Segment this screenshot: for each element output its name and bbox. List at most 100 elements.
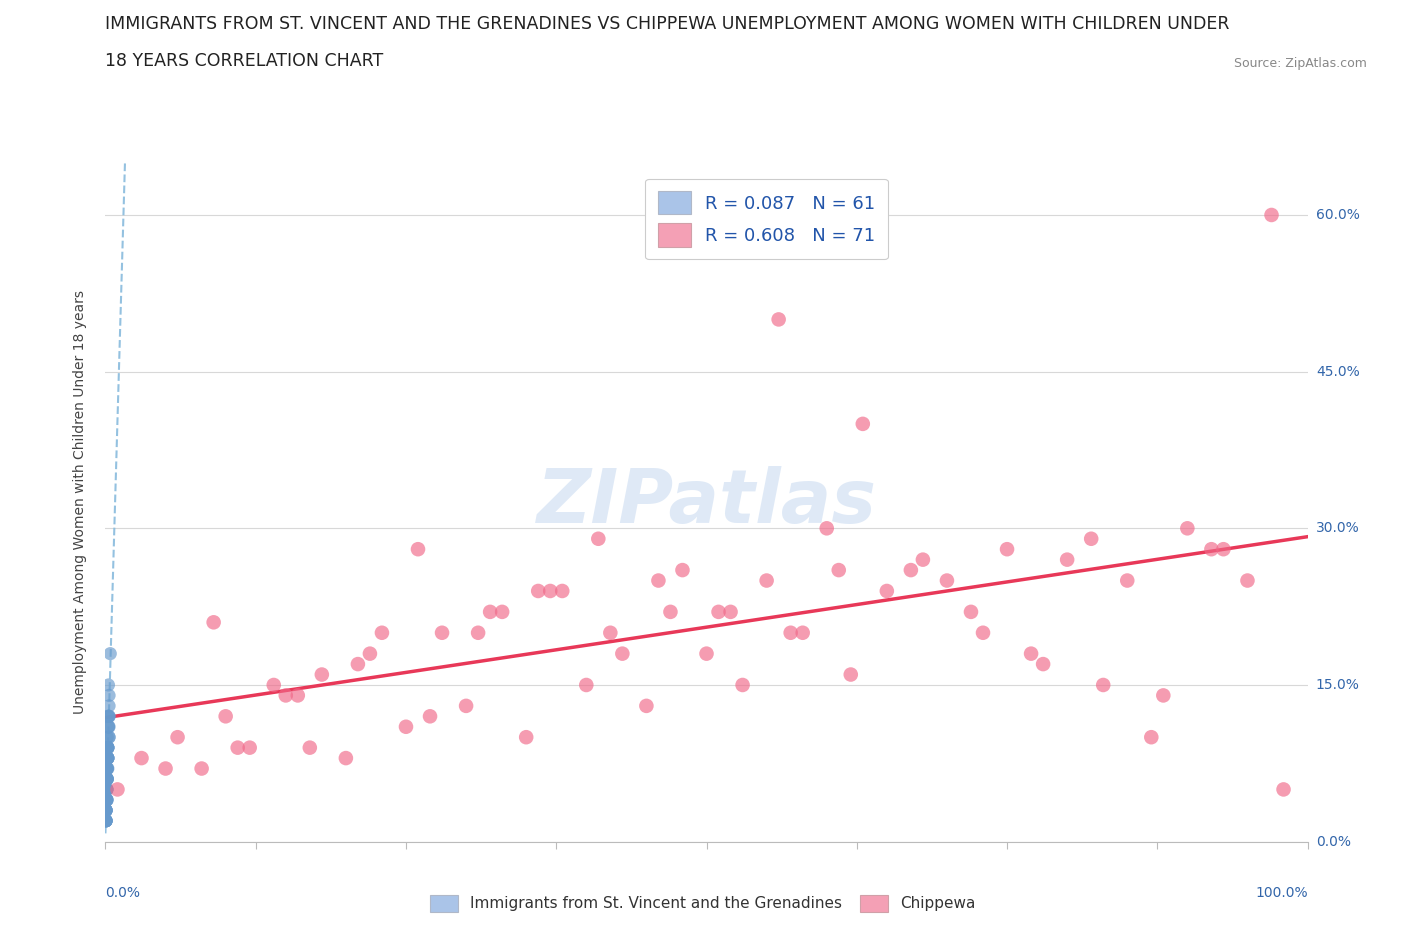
Point — [1152, 688, 1174, 703]
Point — [852, 417, 875, 432]
Point — [359, 646, 381, 661]
Point — [131, 751, 153, 765]
Point — [298, 740, 321, 755]
Point — [97, 740, 120, 755]
Point — [202, 615, 225, 630]
Legend: Immigrants from St. Vincent and the Grenadines, Chippewa: Immigrants from St. Vincent and the Gren… — [425, 889, 981, 918]
Point — [96, 792, 118, 807]
Point — [190, 761, 212, 776]
Point — [96, 761, 118, 776]
Point — [720, 604, 742, 619]
Point — [1260, 207, 1282, 222]
Point — [98, 730, 121, 745]
Point — [828, 563, 851, 578]
Point — [94, 814, 117, 829]
Point — [94, 814, 117, 829]
Point — [98, 688, 121, 703]
Point — [96, 772, 118, 787]
Text: 30.0%: 30.0% — [1316, 522, 1360, 536]
Point — [1175, 521, 1198, 536]
Point — [96, 730, 118, 745]
Point — [155, 761, 177, 776]
Point — [97, 751, 120, 765]
Point — [538, 583, 561, 598]
Point — [1201, 542, 1223, 557]
Point — [274, 688, 297, 703]
Point — [671, 563, 693, 578]
Point — [779, 625, 801, 640]
Point — [1092, 678, 1115, 693]
Point — [335, 751, 357, 765]
Point — [98, 709, 121, 724]
Point — [97, 740, 120, 755]
Point — [1236, 573, 1258, 588]
Point — [96, 792, 118, 807]
Point — [94, 803, 117, 817]
Point — [94, 803, 117, 817]
Point — [1272, 782, 1295, 797]
Point — [995, 542, 1018, 557]
Point — [406, 542, 429, 557]
Point — [755, 573, 778, 588]
Point — [97, 751, 120, 765]
Point — [96, 761, 118, 776]
Text: Source: ZipAtlas.com: Source: ZipAtlas.com — [1233, 57, 1367, 70]
Point — [491, 604, 513, 619]
Point — [768, 312, 790, 326]
Point — [96, 782, 118, 797]
Text: 0.0%: 0.0% — [1316, 834, 1351, 849]
Point — [97, 751, 120, 765]
Point — [647, 573, 669, 588]
Point — [1032, 657, 1054, 671]
Point — [107, 782, 129, 797]
Point — [96, 772, 118, 787]
Point — [94, 803, 117, 817]
Point — [960, 604, 983, 619]
Point — [97, 678, 120, 693]
Point — [551, 583, 574, 598]
Text: ZIPatlas: ZIPatlas — [537, 466, 876, 538]
Point — [515, 730, 537, 745]
Point — [1116, 573, 1139, 588]
Point — [94, 803, 117, 817]
Point — [97, 740, 120, 755]
Point — [1140, 730, 1163, 745]
Point — [1056, 552, 1078, 567]
Point — [419, 709, 441, 724]
Text: 0.0%: 0.0% — [105, 885, 141, 900]
Point — [792, 625, 814, 640]
Point — [97, 751, 120, 765]
Point — [815, 521, 838, 536]
Point — [839, 667, 862, 682]
Point — [1019, 646, 1042, 661]
Point — [599, 625, 621, 640]
Point — [96, 772, 118, 787]
Point — [97, 761, 120, 776]
Point — [96, 792, 118, 807]
Point — [98, 730, 121, 745]
Point — [94, 814, 117, 829]
Point — [1212, 542, 1234, 557]
Point — [96, 782, 118, 797]
Y-axis label: Unemployment Among Women with Children Under 18 years: Unemployment Among Women with Children U… — [73, 290, 87, 714]
Point — [96, 761, 118, 776]
Point — [97, 709, 120, 724]
Point — [287, 688, 309, 703]
Point — [612, 646, 634, 661]
Point — [900, 563, 922, 578]
Point — [97, 751, 120, 765]
Point — [876, 583, 898, 598]
Point — [96, 782, 118, 797]
Point — [588, 531, 610, 546]
Point — [94, 803, 117, 817]
Point — [97, 709, 120, 724]
Point — [96, 772, 118, 787]
Point — [467, 625, 489, 640]
Point — [430, 625, 453, 640]
Point — [659, 604, 682, 619]
Point — [214, 709, 236, 724]
Text: 45.0%: 45.0% — [1316, 365, 1360, 379]
Point — [707, 604, 730, 619]
Point — [226, 740, 249, 755]
Point — [98, 646, 121, 661]
